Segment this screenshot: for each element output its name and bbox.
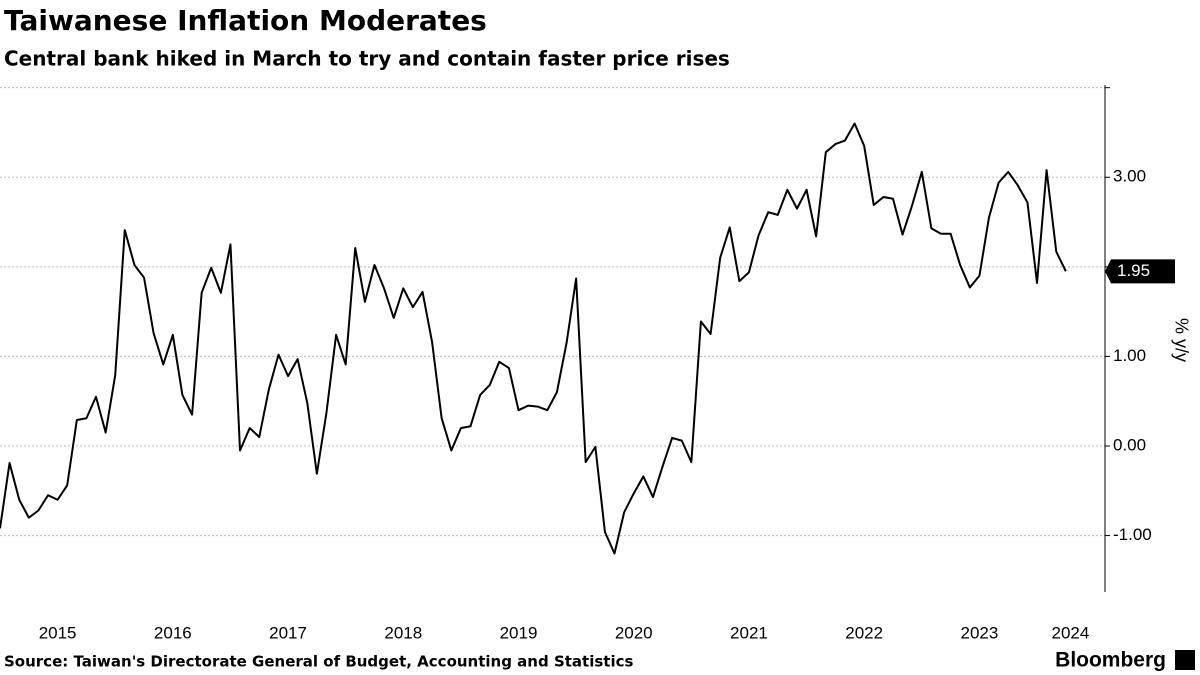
line xyxy=(0,122,1067,555)
last-value-label: 1.95 xyxy=(1117,261,1150,280)
brand: Bloomberg xyxy=(1055,649,1166,672)
last-value-callout xyxy=(1105,259,1175,284)
x-tick-label: 2024 xyxy=(1052,623,1090,642)
x-tick-label: 2022 xyxy=(845,623,883,642)
chart-subtitle: Central bank hiked in March to try and c… xyxy=(4,47,730,71)
x-tick-label: 2021 xyxy=(730,623,768,642)
x-tick-label: 2016 xyxy=(154,623,192,642)
y-tick-label: 1.00 xyxy=(1113,346,1146,365)
y-tick-label: -1.00 xyxy=(1113,525,1152,544)
x-tick-label: 2020 xyxy=(615,623,653,642)
brand-icon xyxy=(1175,650,1195,670)
x-tick-label: 2023 xyxy=(960,623,998,642)
x-tick-label: 2019 xyxy=(500,623,538,642)
source: Source: Taiwan's Directorate General of … xyxy=(4,653,633,671)
y-axis-label: % y/y xyxy=(1171,318,1191,362)
x-tick-label: 2017 xyxy=(269,623,307,642)
y-tick-label: 0.00 xyxy=(1113,435,1146,454)
y-tick-label: 3.00 xyxy=(1113,167,1146,186)
chart-title: Taiwanese Inflation Moderates xyxy=(4,4,487,37)
x-tick-label: 2018 xyxy=(384,623,422,642)
x-tick-label: 2015 xyxy=(39,623,77,642)
